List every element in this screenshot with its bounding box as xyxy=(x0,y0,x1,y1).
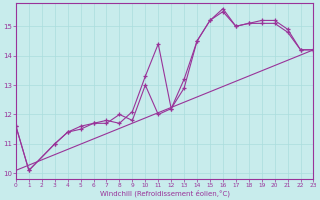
X-axis label: Windchill (Refroidissement éolien,°C): Windchill (Refroidissement éolien,°C) xyxy=(100,190,230,197)
